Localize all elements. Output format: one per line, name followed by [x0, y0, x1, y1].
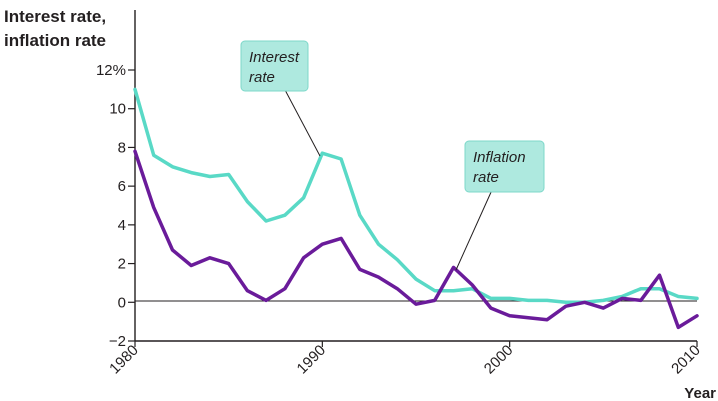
y-tick-label: 6 — [118, 178, 126, 195]
inflation-callout-line-1: Inflation — [473, 149, 526, 166]
inflation-rate-series-line — [133, 149, 699, 330]
y-tick-label: 4 — [118, 217, 126, 234]
x-tick-label: 1990 — [294, 342, 330, 378]
y-tick-label: 2 — [118, 256, 126, 273]
inflation-rate-callout: Inflation rate — [464, 140, 545, 193]
y-axis-label-line-2: inflation rate — [4, 31, 106, 50]
interest-callout-leader — [283, 87, 321, 157]
y-tick-label: 0 — [118, 294, 126, 311]
inflation-callout-line-2: rate — [473, 169, 499, 186]
x-axis-label: Year — [684, 385, 716, 401]
interest-callout-line-2: rate — [249, 69, 275, 86]
x-tick-label: 2000 — [481, 342, 517, 378]
inflation-callout-leader — [455, 189, 493, 271]
x-tick-label: 2010 — [668, 342, 704, 378]
y-tick-label: 8 — [118, 139, 126, 156]
y-axis-label-line-1: Interest rate, — [4, 7, 106, 26]
interest-rate-series-line — [133, 87, 699, 305]
y-tick-label: 12% — [96, 62, 126, 79]
interest-callout-line-1: Interest — [249, 49, 300, 66]
y-tick-label: 10 — [109, 101, 126, 118]
interest-rate-callout: Interest rate — [240, 40, 309, 92]
y-tick-label: −2 — [109, 333, 126, 350]
